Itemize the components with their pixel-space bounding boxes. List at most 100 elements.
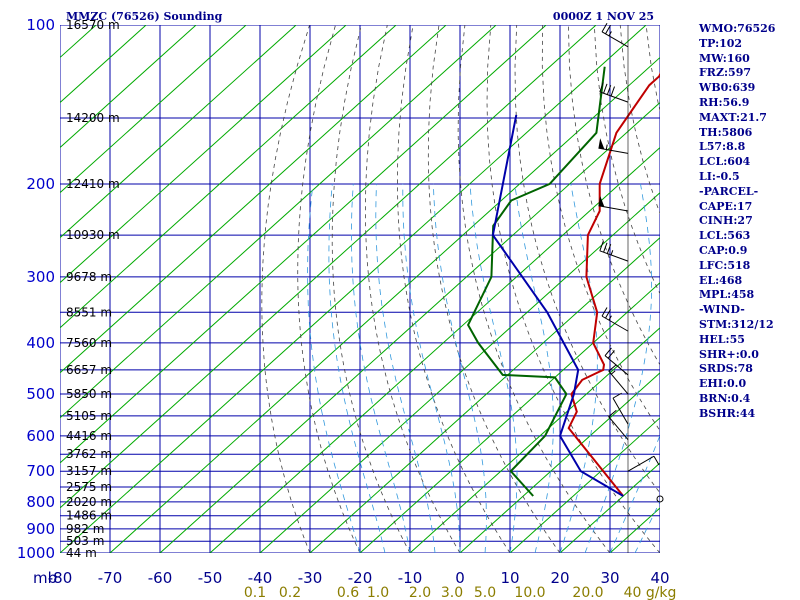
index-item: LI:-0.5 [699,169,740,183]
skewed-isotherm [60,25,297,239]
index-item: EL:468 [699,273,743,287]
index-item: MAXT:21.7 [699,110,767,124]
mixing-ratio-label: 3.0 [441,585,463,600]
pressure-tick-label: 700 [26,462,55,480]
wind-barb-half-flag [608,315,612,321]
pressure-tick-label: 800 [26,493,55,511]
pressure-tick-label: 200 [26,175,55,193]
wind-barb-staff [627,455,655,472]
index-item: EHI:0.0 [699,377,747,391]
moist-adiabat [328,183,386,553]
grid-layer [60,25,660,553]
index-item: STM:312/12 [699,317,774,331]
mixing-ratio-label: 20.0 [572,585,603,600]
skewed-isotherm [60,25,597,509]
mixing-ratio-label: 10.0 [514,585,545,600]
calm-wind-marker [656,495,664,503]
skewed-isotherm [209,146,660,553]
skewed-isotherm [60,25,447,374]
moist-adiabat [634,500,660,553]
moist-adiabat [559,183,598,553]
wind-barb-staff [601,315,629,332]
index-item: FRZ:597 [699,66,752,80]
wind-barb-half-flag [608,31,612,37]
index-item: BSHR:44 [699,406,756,420]
mixing-ratio-label: 2.0 [409,585,431,600]
wind-barb-flag [605,24,611,35]
temp-tick-label: 40 [650,569,669,587]
index-item: LCL:563 [699,229,751,243]
height-label: 4416 m [66,429,112,443]
wind-barb-flag [601,22,608,33]
temp-tick-label: -20 [348,569,373,587]
height-label: 7560 m [66,336,112,350]
temp-tick-label: -70 [98,569,123,587]
moist-adiabat [350,183,411,553]
index-item: MPL:458 [699,288,755,302]
wind-barb-flag [603,242,608,253]
skewed-isotherm [60,25,397,329]
wind-barb-pennant [598,138,605,150]
height-label: 8551 m [66,305,112,319]
dry-adiabat [364,25,461,553]
skewed-isotherm [60,25,647,553]
index-item: TH:5806 [699,125,753,139]
wind-barb-staff [604,355,629,376]
wind-barb-staff [601,31,629,48]
pressure-tick-label: 400 [26,334,55,352]
height-label: 6657 m [66,363,112,377]
height-label: 10930 m [66,228,120,242]
wind-barb-staff [599,91,629,103]
wind-barbs [598,22,664,553]
temp-tick-label: 20 [550,569,569,587]
wind-barb-flag [603,83,608,94]
series-layer [466,66,660,497]
wind-barb-staff [599,250,629,262]
height-label: 982 m [66,522,104,536]
mixing-ratio-label: 5.0 [474,585,496,600]
mixing-ratio-label: 40 g/kg [624,585,677,600]
skewed-isotherm [60,25,547,464]
index-item: CINH:27 [699,214,753,228]
skewed-isotherm [60,25,197,149]
wind-barb-staff [608,370,629,395]
pressure-tick-label: 600 [26,427,55,445]
skewed-isotherm [159,101,660,553]
index-item: BRN:0.4 [699,391,751,405]
pressure-tick-label: 1000 [17,544,55,562]
temp-tick-label: -80 [48,569,73,587]
index-item: RH:56.9 [699,95,750,109]
wind-barb-flag [608,409,617,418]
temp-tick-label: -30 [298,569,323,587]
index-item: CAPE:17 [699,199,753,213]
wind-barb-flag [608,364,617,372]
height-label: 5850 m [66,387,112,401]
temp-tick-label: -60 [148,569,173,587]
height-label: 12410 m [66,177,120,191]
wind-barb-flag [605,309,611,319]
moist-adiabat [584,183,652,553]
skewed-isotherm [109,56,660,553]
wind-barb-half-flag [605,144,608,150]
dry-adiabat [457,25,611,553]
height-label: 3157 m [66,464,112,478]
pressure-tick-label: 900 [26,520,55,538]
dewpoint-line [466,66,606,497]
wind-barb-flag [610,86,615,97]
index-item: WB0:639 [699,81,756,95]
wind-barb-pennant [598,195,605,207]
dry-adiabat [568,25,660,366]
index-item: -WIND- [699,303,745,317]
pressure-tick-label: 300 [26,268,55,286]
wind-barb-flag [653,455,660,466]
dry-adiabat [593,25,660,295]
skewed-isotherm [60,25,247,194]
moist-adiabat [514,183,554,553]
index-item: SHR+:0.0 [699,347,759,361]
height-label: 1486 m [66,509,112,523]
height-label: 3762 m [66,447,112,461]
temp-tick-label: 0 [455,569,465,587]
wind-barb-flag [607,350,615,359]
moist-adiabat [469,183,518,553]
wind-barb-staff [608,416,629,440]
